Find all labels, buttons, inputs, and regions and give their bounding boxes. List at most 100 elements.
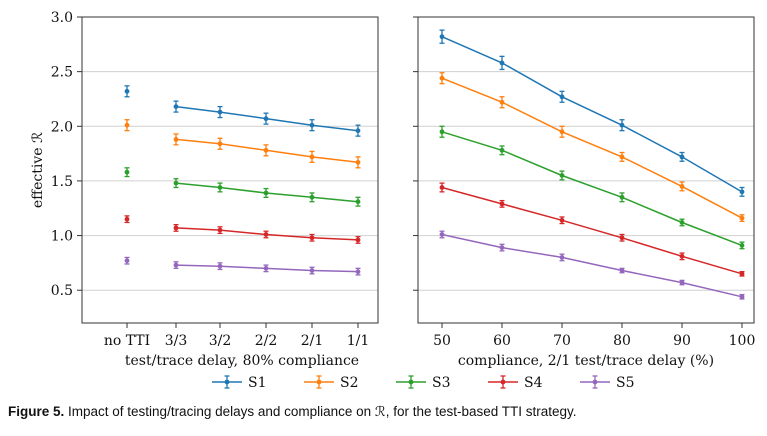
x-tick-label: no TTI bbox=[104, 333, 150, 349]
data-point-S5 bbox=[355, 269, 361, 275]
data-point-S4 bbox=[499, 201, 505, 207]
data-point-S3 bbox=[619, 194, 625, 200]
legend-marker bbox=[316, 379, 322, 385]
y-tick-label: 1.5 bbox=[51, 174, 73, 190]
data-point-S3 bbox=[739, 243, 745, 248]
data-point-S2 bbox=[217, 141, 223, 147]
series-line-S2 bbox=[441, 77, 743, 219]
data-point-S5 bbox=[309, 268, 315, 273]
data-point-S3 bbox=[355, 199, 361, 205]
data-point-S1 bbox=[619, 122, 625, 128]
figure-caption: Figure 5. Impact of testing/tracing dela… bbox=[8, 404, 763, 420]
caption-text: Impact of testing/tracing delays and com… bbox=[64, 404, 577, 419]
data-point-S1 bbox=[309, 122, 315, 128]
x-axis-label: compliance, 2/1 test/trace delay (%) bbox=[458, 353, 714, 369]
x-axis-label: test/trace delay, 80% compliance bbox=[125, 353, 359, 369]
legend-item-S5: S5 bbox=[580, 375, 635, 391]
legend-label: S3 bbox=[432, 375, 451, 391]
data-point-S3 bbox=[309, 194, 315, 200]
data-point-S2 bbox=[439, 75, 445, 81]
data-point-S3 bbox=[439, 129, 445, 135]
data-point-S5 bbox=[439, 232, 445, 237]
data-point-S1 bbox=[499, 60, 505, 66]
legend-marker bbox=[592, 379, 598, 385]
caption-lead: Figure 5. bbox=[8, 404, 65, 419]
data-point-S4 bbox=[439, 185, 445, 190]
figure: 0.5 1.0 1.5 2.0 2.5 3.0 no TTI 3/3 3/2 2/2 2/1 1/1 t… bbox=[30, 10, 756, 391]
data-point-S5 bbox=[263, 265, 269, 271]
data-point-S2 bbox=[173, 137, 179, 142]
data-point-S1 bbox=[439, 34, 445, 40]
plot-frame bbox=[81, 16, 379, 324]
x-tick-label: 1/1 bbox=[347, 333, 370, 349]
data-point-S4 bbox=[263, 232, 269, 237]
data-point-S5 bbox=[619, 268, 625, 273]
data-point-S4 bbox=[217, 227, 223, 233]
x-tick-label: 70 bbox=[553, 333, 571, 349]
data-point-S4 bbox=[355, 237, 361, 243]
legend-marker bbox=[224, 379, 230, 385]
data-point-S2 bbox=[619, 154, 625, 160]
panel-left bbox=[77, 16, 379, 328]
data-point-S3 bbox=[124, 169, 130, 175]
data-point-S5 bbox=[559, 255, 565, 260]
data-point-S5 bbox=[173, 262, 179, 268]
y-axis-label: effective ℛ bbox=[30, 132, 46, 208]
data-point-S4 bbox=[679, 253, 685, 259]
x-tick-label: 2/2 bbox=[255, 333, 278, 349]
data-point-S1 bbox=[559, 94, 565, 100]
legend-label: S5 bbox=[616, 375, 635, 391]
series-line-S5 bbox=[441, 233, 743, 298]
x-tick-label: 50 bbox=[433, 333, 451, 349]
x-tick-label: 100 bbox=[729, 333, 756, 349]
plot-frame bbox=[417, 16, 755, 324]
data-point-S4 bbox=[739, 271, 745, 277]
x-tick-label: 2/1 bbox=[301, 333, 324, 349]
legend-item-S4: S4 bbox=[488, 375, 543, 391]
x-tick-label: 90 bbox=[673, 333, 691, 349]
data-point-S4 bbox=[559, 217, 565, 223]
data-point-S4 bbox=[309, 235, 315, 241]
legend-item-S2: S2 bbox=[304, 375, 359, 391]
data-point-S1 bbox=[217, 109, 223, 115]
data-point-S5 bbox=[124, 258, 130, 264]
data-point-S5 bbox=[499, 245, 505, 250]
data-point-S2 bbox=[355, 159, 361, 165]
data-point-S2 bbox=[309, 154, 315, 160]
data-point-S2 bbox=[679, 183, 685, 189]
legend-marker bbox=[500, 379, 506, 385]
data-point-S2 bbox=[559, 129, 565, 135]
x-tick-label: 3/2 bbox=[209, 333, 232, 349]
x-tick-label: 3/3 bbox=[165, 333, 188, 349]
data-point-S1 bbox=[355, 128, 361, 134]
y-tick-label: 0.5 bbox=[51, 283, 73, 299]
data-point-S2 bbox=[263, 147, 269, 153]
series-line-S3 bbox=[441, 131, 743, 247]
series-line-S4 bbox=[441, 186, 743, 275]
data-point-S5 bbox=[679, 280, 685, 285]
data-point-S1 bbox=[739, 189, 745, 195]
legend: S1 S2 S3 S4 S5 bbox=[212, 375, 635, 391]
data-point-S1 bbox=[679, 154, 685, 160]
x-tick-label: 80 bbox=[613, 333, 631, 349]
data-point-S5 bbox=[217, 263, 223, 269]
data-point-S4 bbox=[124, 216, 130, 222]
y-tick-label: 2.5 bbox=[51, 65, 73, 81]
data-point-S3 bbox=[263, 190, 269, 196]
data-point-S3 bbox=[499, 147, 505, 153]
data-point-S2 bbox=[124, 122, 130, 128]
data-point-S1 bbox=[124, 88, 130, 94]
y-tick-label: 2.0 bbox=[51, 119, 73, 135]
legend-label: S1 bbox=[248, 375, 267, 391]
data-point-S4 bbox=[173, 225, 179, 231]
data-point-S2 bbox=[499, 99, 505, 105]
legend-label: S2 bbox=[340, 375, 359, 391]
y-tick-label: 3.0 bbox=[51, 10, 73, 26]
y-tick-label: 1.0 bbox=[51, 229, 73, 245]
data-point-S3 bbox=[173, 180, 179, 186]
data-point-S3 bbox=[679, 220, 685, 225]
data-point-S5 bbox=[739, 294, 745, 300]
data-point-S4 bbox=[619, 235, 625, 241]
x-tick-label: 60 bbox=[493, 333, 511, 349]
legend-item-S3: S3 bbox=[396, 375, 451, 391]
